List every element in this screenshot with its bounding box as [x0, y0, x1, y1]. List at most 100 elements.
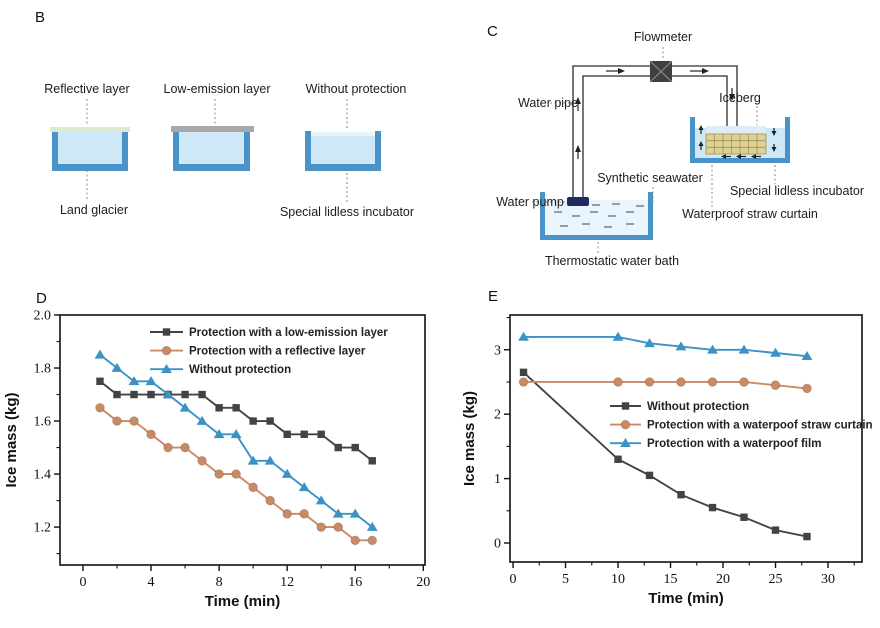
plot-frame	[59, 314, 426, 566]
data-point-triangle	[332, 508, 344, 518]
data-point-triangle	[644, 338, 655, 348]
x-tick-label: 15	[664, 572, 678, 587]
data-point-triangle	[264, 455, 276, 465]
flow-direction-arrows	[575, 68, 735, 159]
data-point-circle	[707, 377, 718, 387]
water-dashes	[554, 203, 644, 228]
data-point-circle	[282, 509, 292, 519]
panel-letter-b: B	[35, 9, 45, 26]
data-point-square	[645, 471, 654, 480]
x-axis-title: Time (min)	[648, 590, 724, 607]
x-axis-title: Time (min)	[205, 593, 281, 610]
legend-label: Protection with a reflective layer	[189, 346, 366, 358]
data-point-square	[249, 417, 257, 425]
y-axis-title: Ice mass (kg)	[3, 392, 20, 487]
data-point-circle	[299, 509, 309, 519]
data-point-circle	[739, 377, 749, 387]
x-tick-label: 25	[768, 572, 782, 587]
data-point-circle	[676, 377, 686, 387]
data-point-triangle	[518, 331, 529, 341]
incubator-walls	[690, 117, 790, 163]
label-without-protection: Without protection	[306, 82, 407, 96]
data-point-circle	[350, 535, 361, 546]
legend: Protection with a low-emission layer Prot…	[150, 327, 388, 376]
data-point-square	[198, 390, 206, 399]
series-line	[523, 335, 808, 358]
incubator-low-emission	[171, 126, 254, 171]
legend-label: Without protection	[647, 401, 749, 413]
incubator-reflective	[50, 127, 130, 171]
data-point-triangle	[230, 429, 242, 439]
data-point-triangle	[707, 344, 718, 354]
series-line	[99, 354, 373, 528]
data-point-circle	[197, 456, 207, 466]
data-point-square	[232, 404, 240, 412]
data-point-triangle	[111, 362, 123, 372]
panel-letter-c: C	[487, 23, 498, 40]
data-point-circle	[367, 535, 378, 546]
data-point-circle	[770, 380, 781, 391]
data-point-square	[283, 430, 291, 439]
label-special-lidless-incubator: Special lidless incubator	[730, 184, 864, 198]
iceberg	[706, 126, 766, 134]
y-tick-label: 1	[494, 472, 501, 487]
data-point-triangle	[349, 508, 361, 518]
data-point-square	[96, 377, 104, 385]
data-point-circle	[644, 377, 655, 387]
data-point-circle	[214, 469, 224, 479]
panel-letter-e: E	[488, 288, 498, 305]
data-point-circle	[231, 469, 241, 479]
panel-e-chart: E 0 5 10 15 20 25 30 0 1 2 3 Time (min) Ice mass (kg)…	[461, 288, 873, 607]
data-point-circle	[163, 442, 173, 453]
data-point-circle	[146, 429, 156, 440]
reflective-layer-strip	[50, 127, 130, 132]
x-tick-label: 8	[216, 575, 223, 590]
legend-label: Without protection	[189, 364, 291, 376]
label-land-glacier: Land glacier	[60, 203, 128, 217]
data-point-square	[351, 443, 359, 452]
data-point-square	[215, 404, 223, 412]
data-point-square	[300, 430, 308, 439]
x-tick-label: 10	[611, 572, 625, 587]
label-thermostatic-water-bath: Thermostatic water bath	[545, 254, 679, 268]
data-point-circle	[518, 377, 529, 387]
incubator-without-protection	[305, 131, 381, 171]
series-line	[522, 371, 808, 538]
data-point-square	[368, 457, 376, 465]
straw-curtain	[706, 134, 766, 154]
data-point-square	[113, 390, 121, 399]
water	[177, 132, 246, 166]
data-point-circle	[316, 522, 327, 532]
water	[309, 132, 377, 166]
label-reflective-layer: Reflective layer	[44, 82, 129, 96]
legend-label: Protection with a waterpoof film	[647, 438, 821, 450]
data-point-triangle	[196, 415, 208, 425]
bath-water	[545, 200, 648, 235]
water	[56, 132, 124, 166]
y-tick-label: 1.8	[34, 362, 52, 377]
label-waterproof-straw-curtain: Waterproof straw curtain	[682, 207, 818, 221]
water-surface	[309, 132, 377, 136]
x-tick-label: 16	[348, 575, 362, 590]
data-point-square	[334, 443, 342, 452]
panel-letter-d: D	[36, 290, 47, 307]
data-point-triangle	[675, 341, 687, 351]
label-water-pump: Water pump	[496, 195, 564, 209]
leader-lines	[86, 99, 348, 202]
data-point-triangle	[145, 376, 157, 386]
panel-c-diagram: C	[487, 23, 864, 268]
legend-label: Protection with a low-emission layer	[189, 327, 388, 339]
data-point-triangle	[128, 376, 140, 386]
data-point-triangle	[801, 351, 813, 361]
data-point-circle	[620, 419, 631, 430]
y-tick-label: 1.4	[34, 468, 52, 483]
data-point-triangle	[213, 429, 225, 439]
data-point-triangle	[612, 331, 624, 341]
data-point-triangle	[162, 389, 174, 399]
data-point-circle	[265, 495, 275, 506]
thermostatic-water-bath	[540, 192, 653, 240]
axis-ticks: 0 4 8 12 16 20 1.2 1.4 1.6 1.8 2.0	[34, 309, 431, 591]
legend-label: Protection with a waterpoof straw curtai…	[647, 420, 873, 432]
data-point-circle	[129, 416, 139, 426]
